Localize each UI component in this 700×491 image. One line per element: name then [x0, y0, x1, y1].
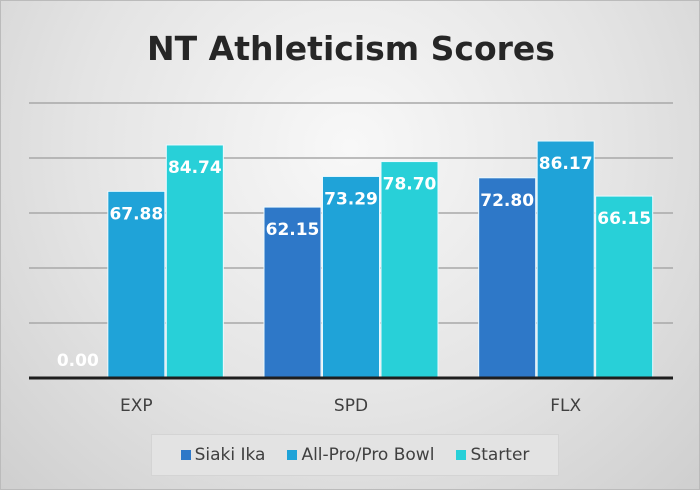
data-label: 73.29 — [324, 189, 378, 209]
legend-label: Starter — [470, 445, 530, 465]
legend-label: All-Pro/Pro Bowl — [301, 445, 435, 465]
chart-title: NT Athleticism Scores — [147, 29, 555, 68]
legend-swatch — [180, 450, 191, 460]
data-label: 0.00 — [57, 351, 99, 371]
data-label: 84.74 — [168, 158, 222, 178]
legend-label: Siaki Ika — [194, 445, 266, 465]
data-label: 66.15 — [597, 209, 651, 229]
legend-item: Starter — [456, 445, 529, 465]
data-label: 62.15 — [266, 220, 320, 240]
x-tick-label: EXP — [120, 396, 153, 416]
data-label: 86.17 — [539, 154, 593, 174]
legend-swatch — [456, 450, 467, 460]
bar — [322, 175, 380, 379]
bar — [263, 206, 322, 379]
x-tick-label: SPD — [334, 396, 368, 416]
bar — [107, 190, 166, 379]
data-label: 72.80 — [480, 191, 534, 211]
bar — [478, 177, 537, 379]
bar — [380, 161, 439, 379]
legend-swatch — [287, 450, 298, 460]
legend-item: All-Pro/Pro Bowl — [287, 445, 434, 465]
bar — [595, 195, 654, 379]
legend-item: Siaki Ika — [180, 445, 266, 465]
bar — [165, 144, 224, 379]
data-label: 78.70 — [383, 175, 437, 195]
x-tick-label: FLX — [550, 396, 581, 416]
bar — [536, 140, 595, 379]
legend: Siaki Ika All-Pro/Pro Bowl Starter — [151, 434, 559, 476]
data-label: 67.88 — [109, 204, 163, 224]
